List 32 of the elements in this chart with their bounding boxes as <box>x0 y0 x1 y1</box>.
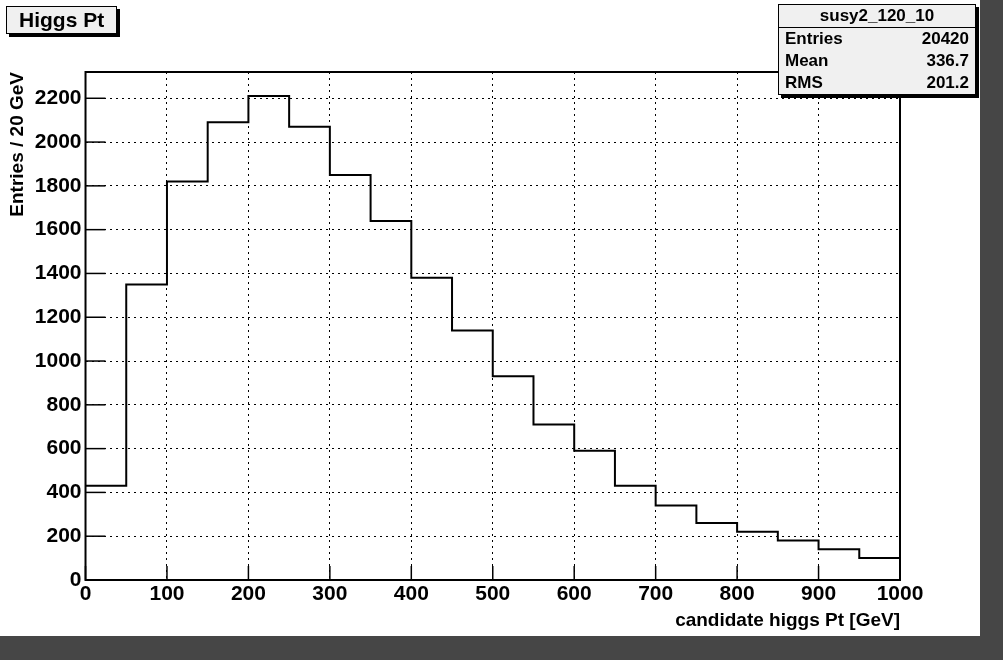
annotation: RMS <box>785 73 823 93</box>
text: Mean <box>785 51 829 71</box>
y-tick-label: 200 <box>46 523 82 546</box>
text: 201.2 <box>926 73 969 93</box>
x-tick-label: 600 <box>556 581 592 605</box>
y-tick-label: 800 <box>46 391 82 415</box>
text: susy2_120_10 <box>779 5 975 28</box>
x-tick-label: 200 <box>230 581 266 605</box>
y-tick-label: 1200 <box>34 304 82 328</box>
x-tick-label: 100 <box>149 581 185 605</box>
text: Entries <box>785 29 843 49</box>
x-tick-label: 500 <box>475 581 511 605</box>
y-tick-label: 1600 <box>34 216 82 240</box>
y-tick-label: 1000 <box>34 347 82 371</box>
text: 20420 <box>921 29 969 49</box>
x-tick-label: 1000 <box>876 581 924 605</box>
y-tick-label: 0 <box>69 566 82 590</box>
x-tick-label: 300 <box>312 581 348 605</box>
x-tick-label: 900 <box>801 581 837 605</box>
x-tick-label: 700 <box>638 581 674 605</box>
chart-title: Higgs Pt <box>6 6 118 34</box>
y-axis-title: Entries / 20 GeV <box>5 71 27 217</box>
x-axis-title: candidate higgs Pt [GeV] <box>675 608 900 630</box>
y-tick-label: 2200 <box>34 85 82 109</box>
y-tick-label: 1800 <box>34 172 82 196</box>
y-tick-label: 2000 <box>34 128 82 152</box>
x-tick-label: 400 <box>393 581 429 605</box>
text: 336.7 <box>926 51 969 71</box>
y-tick-label: 600 <box>46 435 82 459</box>
x-tick-label: 800 <box>719 581 755 605</box>
y-tick-label: 1400 <box>34 260 82 284</box>
y-tick-label: 400 <box>46 479 82 503</box>
